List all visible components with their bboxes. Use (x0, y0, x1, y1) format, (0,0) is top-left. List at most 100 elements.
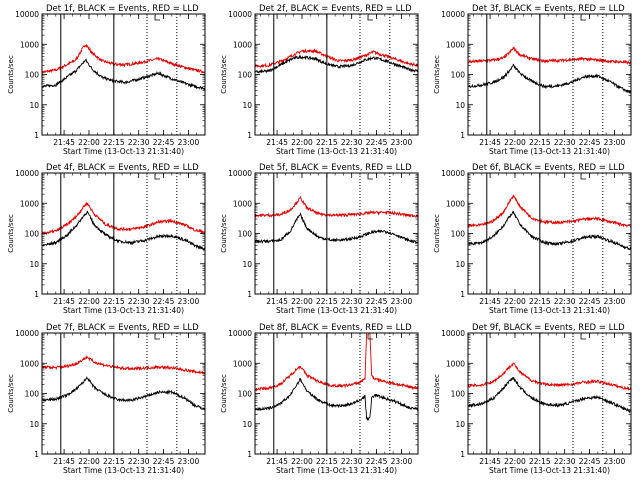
series-line-red (255, 332, 419, 392)
legend-marker (367, 334, 373, 340)
x-tick-label: 23:00 (178, 457, 200, 466)
y-tick-label: 1 (34, 131, 39, 140)
x-tick-label: 22:00 (291, 457, 313, 466)
x-tick-label: 21:45 (53, 138, 75, 147)
series-line-red (42, 43, 206, 74)
y-tick-label: 10 (455, 420, 465, 429)
series-line-red (468, 46, 632, 66)
y-axis-label: Counts/sec (7, 214, 15, 253)
y-tick-label: 1000 (20, 199, 39, 208)
series-line-black (255, 212, 419, 244)
x-tick-label: 21:45 (266, 457, 288, 466)
x-tick-label: 22:45 (579, 457, 601, 466)
chart-title: Det 1f, BLACK = Events, RED = LLD (46, 4, 199, 14)
x-tick-label: 21:45 (479, 138, 501, 147)
series-line-black (42, 58, 206, 91)
series-line-red (255, 48, 419, 68)
x-axis-label: Start Time (13-Oct-13 21:31:40) (489, 306, 610, 315)
series-line-red (42, 355, 206, 375)
legend-marker (580, 15, 586, 21)
x-tick-label: 22:00 (504, 457, 526, 466)
x-tick-label: 23:00 (604, 457, 626, 466)
x-tick-label: 22:45 (366, 297, 388, 306)
chart-title: Det 3f, BLACK = Events, RED = LLD (472, 4, 625, 14)
x-tick-label: 22:15 (103, 297, 125, 306)
x-tick-label: 23:00 (604, 297, 626, 306)
y-tick-label: 10 (455, 101, 465, 110)
x-tick-label: 23:00 (391, 297, 413, 306)
x-axis-label: Start Time (13-Oct-13 21:31:40) (63, 147, 184, 156)
x-tick-label: 22:15 (316, 138, 338, 147)
plot-frame (467, 13, 632, 136)
y-tick-label: 10000 (228, 169, 252, 178)
x-tick-label: 22:30 (128, 457, 150, 466)
chart-title: Det 6f, BLACK = Events, RED = LLD (472, 163, 625, 173)
x-axis-label: Start Time (13-Oct-13 21:31:40) (63, 306, 184, 315)
x-tick-label: 22:15 (529, 138, 551, 147)
series-line-black (468, 376, 632, 414)
series-line-red (42, 201, 206, 236)
chart-panel: Det 7f, BLACK = Events, RED = LLD 1 10 100 1… (7, 323, 206, 475)
chart-title: Det 9f, BLACK = Events, RED = LLD (472, 323, 625, 333)
chart-panel: Det 2f, BLACK = Events, RED = LLD 1 10 100 1… (220, 4, 419, 156)
chart-panel: Det 1f, BLACK = Events, RED = LLD 1 10 100 1… (7, 4, 206, 156)
x-tick-label: 21:45 (479, 297, 501, 306)
x-tick-label: 22:00 (291, 297, 313, 306)
x-tick-label: 23:00 (604, 138, 626, 147)
plot-frame (254, 13, 419, 136)
y-tick-label: 100 (238, 390, 253, 399)
y-tick-label: 1000 (446, 359, 465, 368)
y-tick-label: 10 (242, 101, 252, 110)
plot-frame (467, 332, 632, 455)
y-axis-label: Counts/sec (220, 374, 228, 413)
legend-marker (154, 174, 160, 180)
y-tick-label: 1 (460, 290, 465, 299)
chart-panel: Det 4f, BLACK = Events, RED = LLD 1 10 100 1… (7, 163, 206, 315)
x-tick-label: 22:15 (103, 138, 125, 147)
x-tick-label: 22:15 (529, 297, 551, 306)
x-axis-label: Start Time (13-Oct-13 21:31:40) (489, 147, 610, 156)
y-tick-label: 10000 (15, 169, 39, 178)
series-line-black (468, 63, 632, 94)
chart-title: Det 4f, BLACK = Events, RED = LLD (46, 163, 199, 173)
legend-marker (154, 15, 160, 21)
y-tick-label: 10 (29, 260, 39, 269)
y-tick-label: 1000 (446, 40, 465, 49)
x-tick-label: 22:00 (504, 138, 526, 147)
chart-panel: Det 5f, BLACK = Events, RED = LLD 1 10 100 1… (220, 163, 419, 315)
x-axis-label: Start Time (13-Oct-13 21:31:40) (489, 466, 610, 475)
y-tick-label: 10000 (441, 10, 465, 19)
chart-panel: Det 8f, BLACK = Events, RED = LLD 1 10 100 1… (220, 323, 419, 475)
x-tick-label: 22:45 (366, 138, 388, 147)
y-axis-label: Counts/sec (433, 214, 441, 253)
y-axis-label: Counts/sec (433, 374, 441, 413)
chart-title: Det 8f, BLACK = Events, RED = LLD (259, 323, 412, 333)
x-tick-label: 22:30 (341, 297, 363, 306)
y-tick-label: 1 (460, 131, 465, 140)
y-tick-label: 1 (247, 450, 252, 459)
y-tick-label: 100 (451, 390, 466, 399)
y-tick-label: 10 (29, 101, 39, 110)
series-line-black (42, 375, 206, 410)
series-line-black (468, 210, 632, 251)
y-tick-label: 10000 (15, 329, 39, 338)
y-tick-label: 100 (25, 230, 40, 239)
chart-title: Det 5f, BLACK = Events, RED = LLD (259, 163, 412, 173)
chart-title: Det 7f, BLACK = Events, RED = LLD (46, 323, 199, 333)
series-line-black (255, 54, 419, 74)
chart-panel: Det 9f, BLACK = Events, RED = LLD 1 10 100 1… (433, 323, 632, 475)
x-tick-label: 22:00 (78, 138, 100, 147)
x-tick-label: 22:00 (78, 457, 100, 466)
plot-frame (254, 332, 419, 455)
x-tick-label: 23:00 (391, 138, 413, 147)
y-tick-label: 1000 (446, 199, 465, 208)
y-tick-label: 1 (247, 290, 252, 299)
y-tick-label: 10000 (228, 329, 252, 338)
x-tick-label: 22:45 (153, 457, 175, 466)
x-axis-label: Start Time (13-Oct-13 21:31:40) (276, 147, 397, 156)
y-tick-label: 10 (455, 260, 465, 269)
x-tick-label: 22:00 (291, 138, 313, 147)
plot-frame (41, 13, 206, 136)
